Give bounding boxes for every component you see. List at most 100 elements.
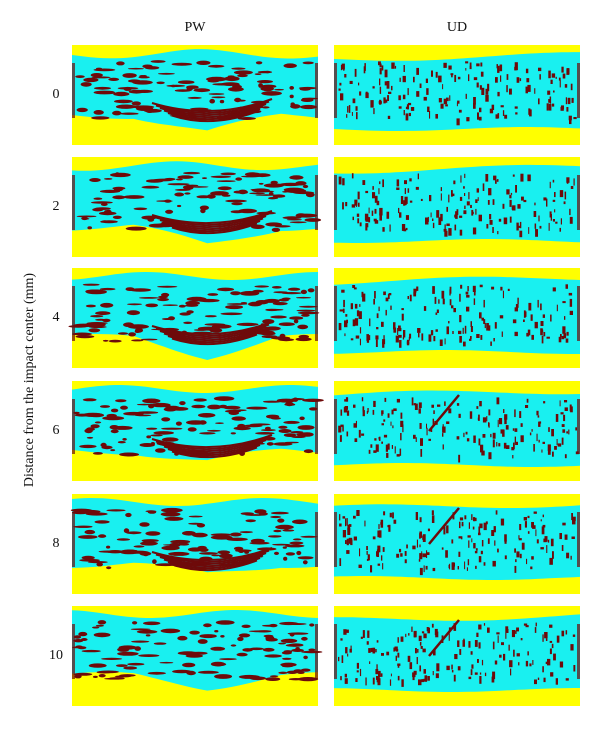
damage bbox=[515, 304, 519, 308]
damage bbox=[302, 426, 315, 429]
damage bbox=[561, 424, 565, 427]
damage bbox=[515, 630, 517, 634]
damage bbox=[555, 221, 558, 224]
damage bbox=[355, 678, 358, 682]
damage bbox=[516, 653, 520, 657]
damage bbox=[473, 291, 476, 296]
damage bbox=[350, 645, 352, 650]
damage bbox=[521, 542, 525, 550]
damage bbox=[178, 304, 186, 308]
damage bbox=[561, 437, 564, 445]
damage bbox=[509, 660, 513, 668]
damage bbox=[413, 634, 416, 638]
damage bbox=[353, 515, 356, 519]
damage bbox=[446, 665, 450, 671]
damage bbox=[446, 326, 449, 335]
damage bbox=[535, 228, 537, 232]
damage bbox=[115, 664, 128, 667]
damage bbox=[301, 650, 323, 654]
damage bbox=[435, 114, 438, 119]
damage bbox=[102, 339, 109, 342]
damage bbox=[464, 193, 466, 196]
damage bbox=[244, 172, 261, 177]
damage bbox=[232, 84, 242, 89]
damage bbox=[418, 408, 421, 414]
damage bbox=[239, 291, 260, 296]
damage bbox=[163, 105, 264, 119]
damage bbox=[481, 450, 485, 456]
damage bbox=[367, 630, 370, 638]
edge bbox=[577, 399, 580, 454]
damage bbox=[569, 116, 572, 125]
damage bbox=[378, 101, 382, 104]
damage bbox=[288, 643, 304, 647]
damage bbox=[95, 311, 111, 316]
damage bbox=[527, 515, 530, 519]
damage bbox=[235, 83, 240, 86]
damage bbox=[235, 177, 242, 181]
damage bbox=[471, 538, 473, 543]
damage bbox=[425, 217, 429, 225]
damage bbox=[207, 293, 219, 296]
damage bbox=[544, 632, 548, 639]
damage bbox=[448, 564, 450, 569]
damage bbox=[566, 431, 568, 434]
damage bbox=[437, 404, 441, 407]
damage bbox=[351, 173, 354, 179]
damage bbox=[106, 550, 124, 554]
damage bbox=[538, 439, 540, 443]
damage bbox=[362, 630, 365, 638]
damage bbox=[92, 626, 100, 629]
damage bbox=[542, 524, 546, 528]
damage bbox=[344, 673, 347, 678]
damage bbox=[457, 566, 459, 570]
damage bbox=[358, 202, 360, 207]
damage bbox=[289, 175, 304, 180]
damage bbox=[395, 655, 397, 661]
damage bbox=[556, 635, 560, 643]
damage bbox=[397, 675, 400, 681]
damage bbox=[435, 71, 438, 78]
damage bbox=[536, 539, 539, 544]
damage bbox=[302, 398, 324, 402]
damage bbox=[382, 179, 384, 188]
damage bbox=[492, 439, 495, 448]
damage bbox=[459, 215, 463, 218]
damage bbox=[163, 407, 178, 412]
damage bbox=[466, 306, 470, 312]
damage bbox=[297, 556, 314, 560]
damage bbox=[481, 317, 484, 321]
damage bbox=[356, 310, 360, 317]
damage bbox=[272, 543, 291, 546]
damage bbox=[505, 425, 509, 430]
damage bbox=[169, 542, 181, 548]
damage bbox=[514, 436, 516, 444]
damage bbox=[96, 562, 103, 567]
damage bbox=[403, 65, 405, 72]
damage bbox=[193, 88, 211, 93]
damage bbox=[370, 100, 374, 108]
damage bbox=[398, 334, 402, 338]
damage bbox=[515, 112, 518, 115]
damage bbox=[146, 427, 158, 430]
damage bbox=[368, 207, 370, 214]
damage bbox=[529, 663, 532, 667]
damage bbox=[346, 114, 348, 118]
damage bbox=[444, 401, 446, 406]
damage bbox=[231, 202, 243, 206]
panel bbox=[334, 45, 580, 145]
damage bbox=[422, 553, 426, 558]
damage bbox=[449, 286, 452, 294]
damage bbox=[485, 88, 489, 95]
damage bbox=[504, 417, 507, 425]
damage bbox=[476, 188, 479, 193]
damage bbox=[534, 223, 537, 229]
damage bbox=[233, 70, 253, 75]
damage bbox=[268, 197, 277, 200]
damage bbox=[465, 68, 467, 71]
damage bbox=[397, 652, 400, 658]
damage bbox=[444, 338, 446, 345]
damage bbox=[531, 334, 534, 340]
damage bbox=[384, 397, 387, 402]
damage bbox=[163, 554, 264, 568]
